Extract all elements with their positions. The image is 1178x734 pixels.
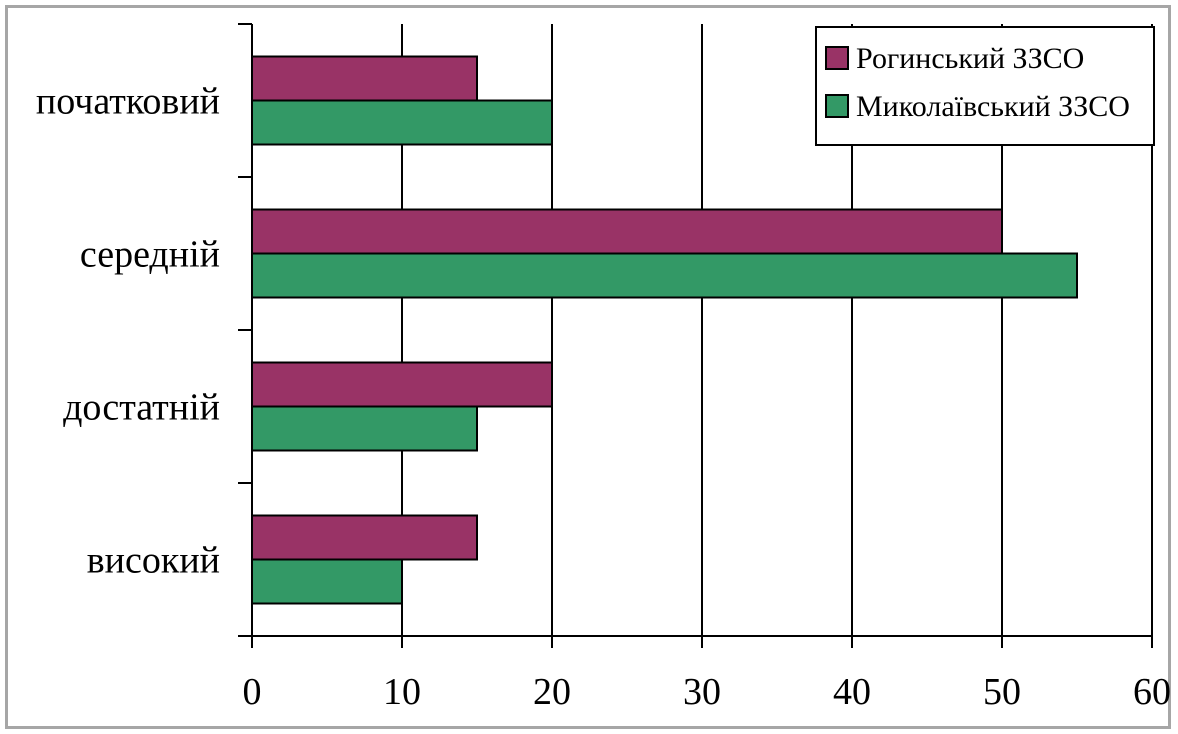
x-tick-label: 20 <box>533 671 571 713</box>
bar <box>251 558 403 605</box>
bar <box>251 405 478 452</box>
x-tick-label: 50 <box>983 671 1021 713</box>
legend-swatch <box>825 46 849 70</box>
legend-label: Рогинський ЗЗСО <box>856 42 1084 75</box>
bar <box>251 99 553 146</box>
x-tick-labels: 0 10 20 30 40 50 60 <box>243 671 1172 713</box>
category-label: початковий <box>36 81 220 123</box>
legend-box <box>815 26 1155 146</box>
x-tick-label: 0 <box>243 671 262 713</box>
bar <box>251 252 1078 299</box>
x-tick-label: 40 <box>833 671 871 713</box>
bar <box>251 55 478 102</box>
legend: Рогинський ЗЗСО Миколаївський ЗЗСО <box>815 26 1155 146</box>
x-tick-label: 60 <box>1133 671 1171 713</box>
x-tick-label: 10 <box>383 671 421 713</box>
bar <box>251 514 478 561</box>
category-label: достатній <box>63 387 220 429</box>
bar <box>251 361 553 408</box>
category-label: середній <box>80 234 220 276</box>
legend-swatch <box>825 94 849 118</box>
bars <box>251 55 1078 605</box>
legend-label: Миколаївський ЗЗСО <box>856 90 1130 123</box>
x-tick-label: 30 <box>683 671 721 713</box>
category-label: високий <box>87 540 220 582</box>
bar <box>251 208 1003 255</box>
axes <box>238 23 1153 648</box>
category-labels: високий достатній середній початковий <box>36 81 220 582</box>
